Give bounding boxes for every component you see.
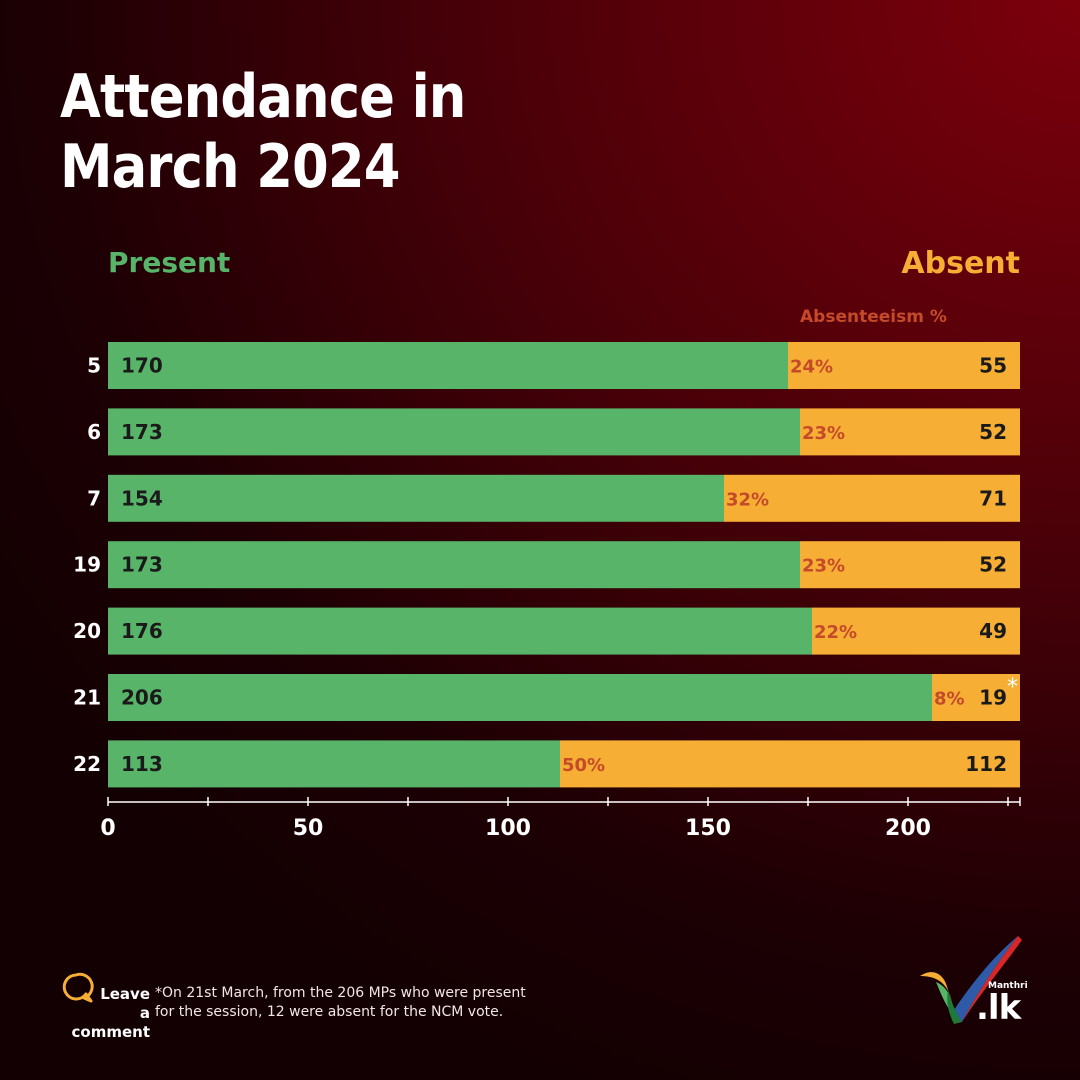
absent-value-5: 55 [979,354,1007,378]
logo-small-text: Manthri [988,981,1028,991]
footnote-marker-21: * [1007,675,1018,700]
absent-value-21: 19 [979,686,1007,710]
present-value-19: 173 [121,553,163,577]
bar-absent-7 [724,474,1020,522]
bar-present-6 [108,408,800,456]
bar-present-7 [108,474,724,522]
legend-absent: Absent [901,246,1020,281]
bar-absent-22 [560,740,1020,788]
bar-present-21 [108,674,932,721]
category-label-6: 6 [87,420,101,444]
bar-absent-19 [800,541,1020,589]
present-value-22: 113 [121,752,163,776]
logo-domain-text: .lk [976,988,1021,1028]
bar-present-19 [108,541,800,589]
category-label-22: 22 [73,752,101,776]
leave-line-1: Leave [100,985,150,1003]
x-tick-label-0: 0 [100,816,115,841]
x-tick-label-200: 200 [885,816,931,841]
comment-bubble-icon[interactable] [60,972,94,1006]
present-value-7: 154 [121,486,163,510]
absenteeism-pct-6: 23% [802,423,845,444]
x-tick-label-100: 100 [485,816,531,841]
absent-value-6: 52 [979,420,1007,444]
x-tick-label-150: 150 [685,816,731,841]
bar-present-5 [108,342,788,389]
bar-absent-6 [800,408,1020,456]
bar-absent-20 [812,607,1020,655]
absenteeism-pct-19: 23% [802,556,845,577]
manthri-logo-icon [920,936,1022,1024]
bar-absent-5 [788,342,1020,389]
category-label-19: 19 [73,553,101,577]
present-value-20: 176 [121,619,163,643]
category-label-20: 20 [73,619,101,643]
legend-present: Present [108,246,231,279]
absent-value-20: 49 [979,619,1007,643]
absenteeism-pct-20: 22% [814,622,857,643]
absenteeism-pct-7: 32% [726,489,769,510]
bar-present-20 [108,607,812,655]
bar-absent-21 [932,674,1020,721]
present-value-21: 206 [121,686,163,710]
absenteeism-pct-22: 50% [562,755,605,776]
category-label-21: 21 [73,686,101,710]
category-label-5: 5 [87,354,101,378]
title-line-1: Attendance in [60,62,466,132]
bar-present-22 [108,740,560,788]
absenteeism-label: Absenteeism % [800,307,947,327]
leave-line-2: a comment [71,1004,150,1041]
title-line-2: March 2024 [60,132,401,202]
footnote: *On 21st March, from the 206 MPs who wer… [155,985,526,1020]
attendance-bar-chart: 5 170 24% 55 6 173 23% 52 7 154 32% 71 19 173 23% 52 20 1… [73,342,1020,841]
present-value-5: 170 [121,354,163,378]
leave-comment-link[interactable]: Leave a comment [60,985,150,1042]
category-label-7: 7 [87,486,101,510]
absenteeism-pct-21: 8% [934,689,965,710]
absent-value-22: 112 [965,752,1007,776]
x-tick-label-50: 50 [293,816,324,841]
absenteeism-pct-5: 24% [790,357,833,378]
present-value-6: 173 [121,420,163,444]
absent-value-7: 71 [979,486,1007,510]
absent-value-19: 52 [979,553,1007,577]
page-title: Attendance in March 2024 [60,62,466,202]
